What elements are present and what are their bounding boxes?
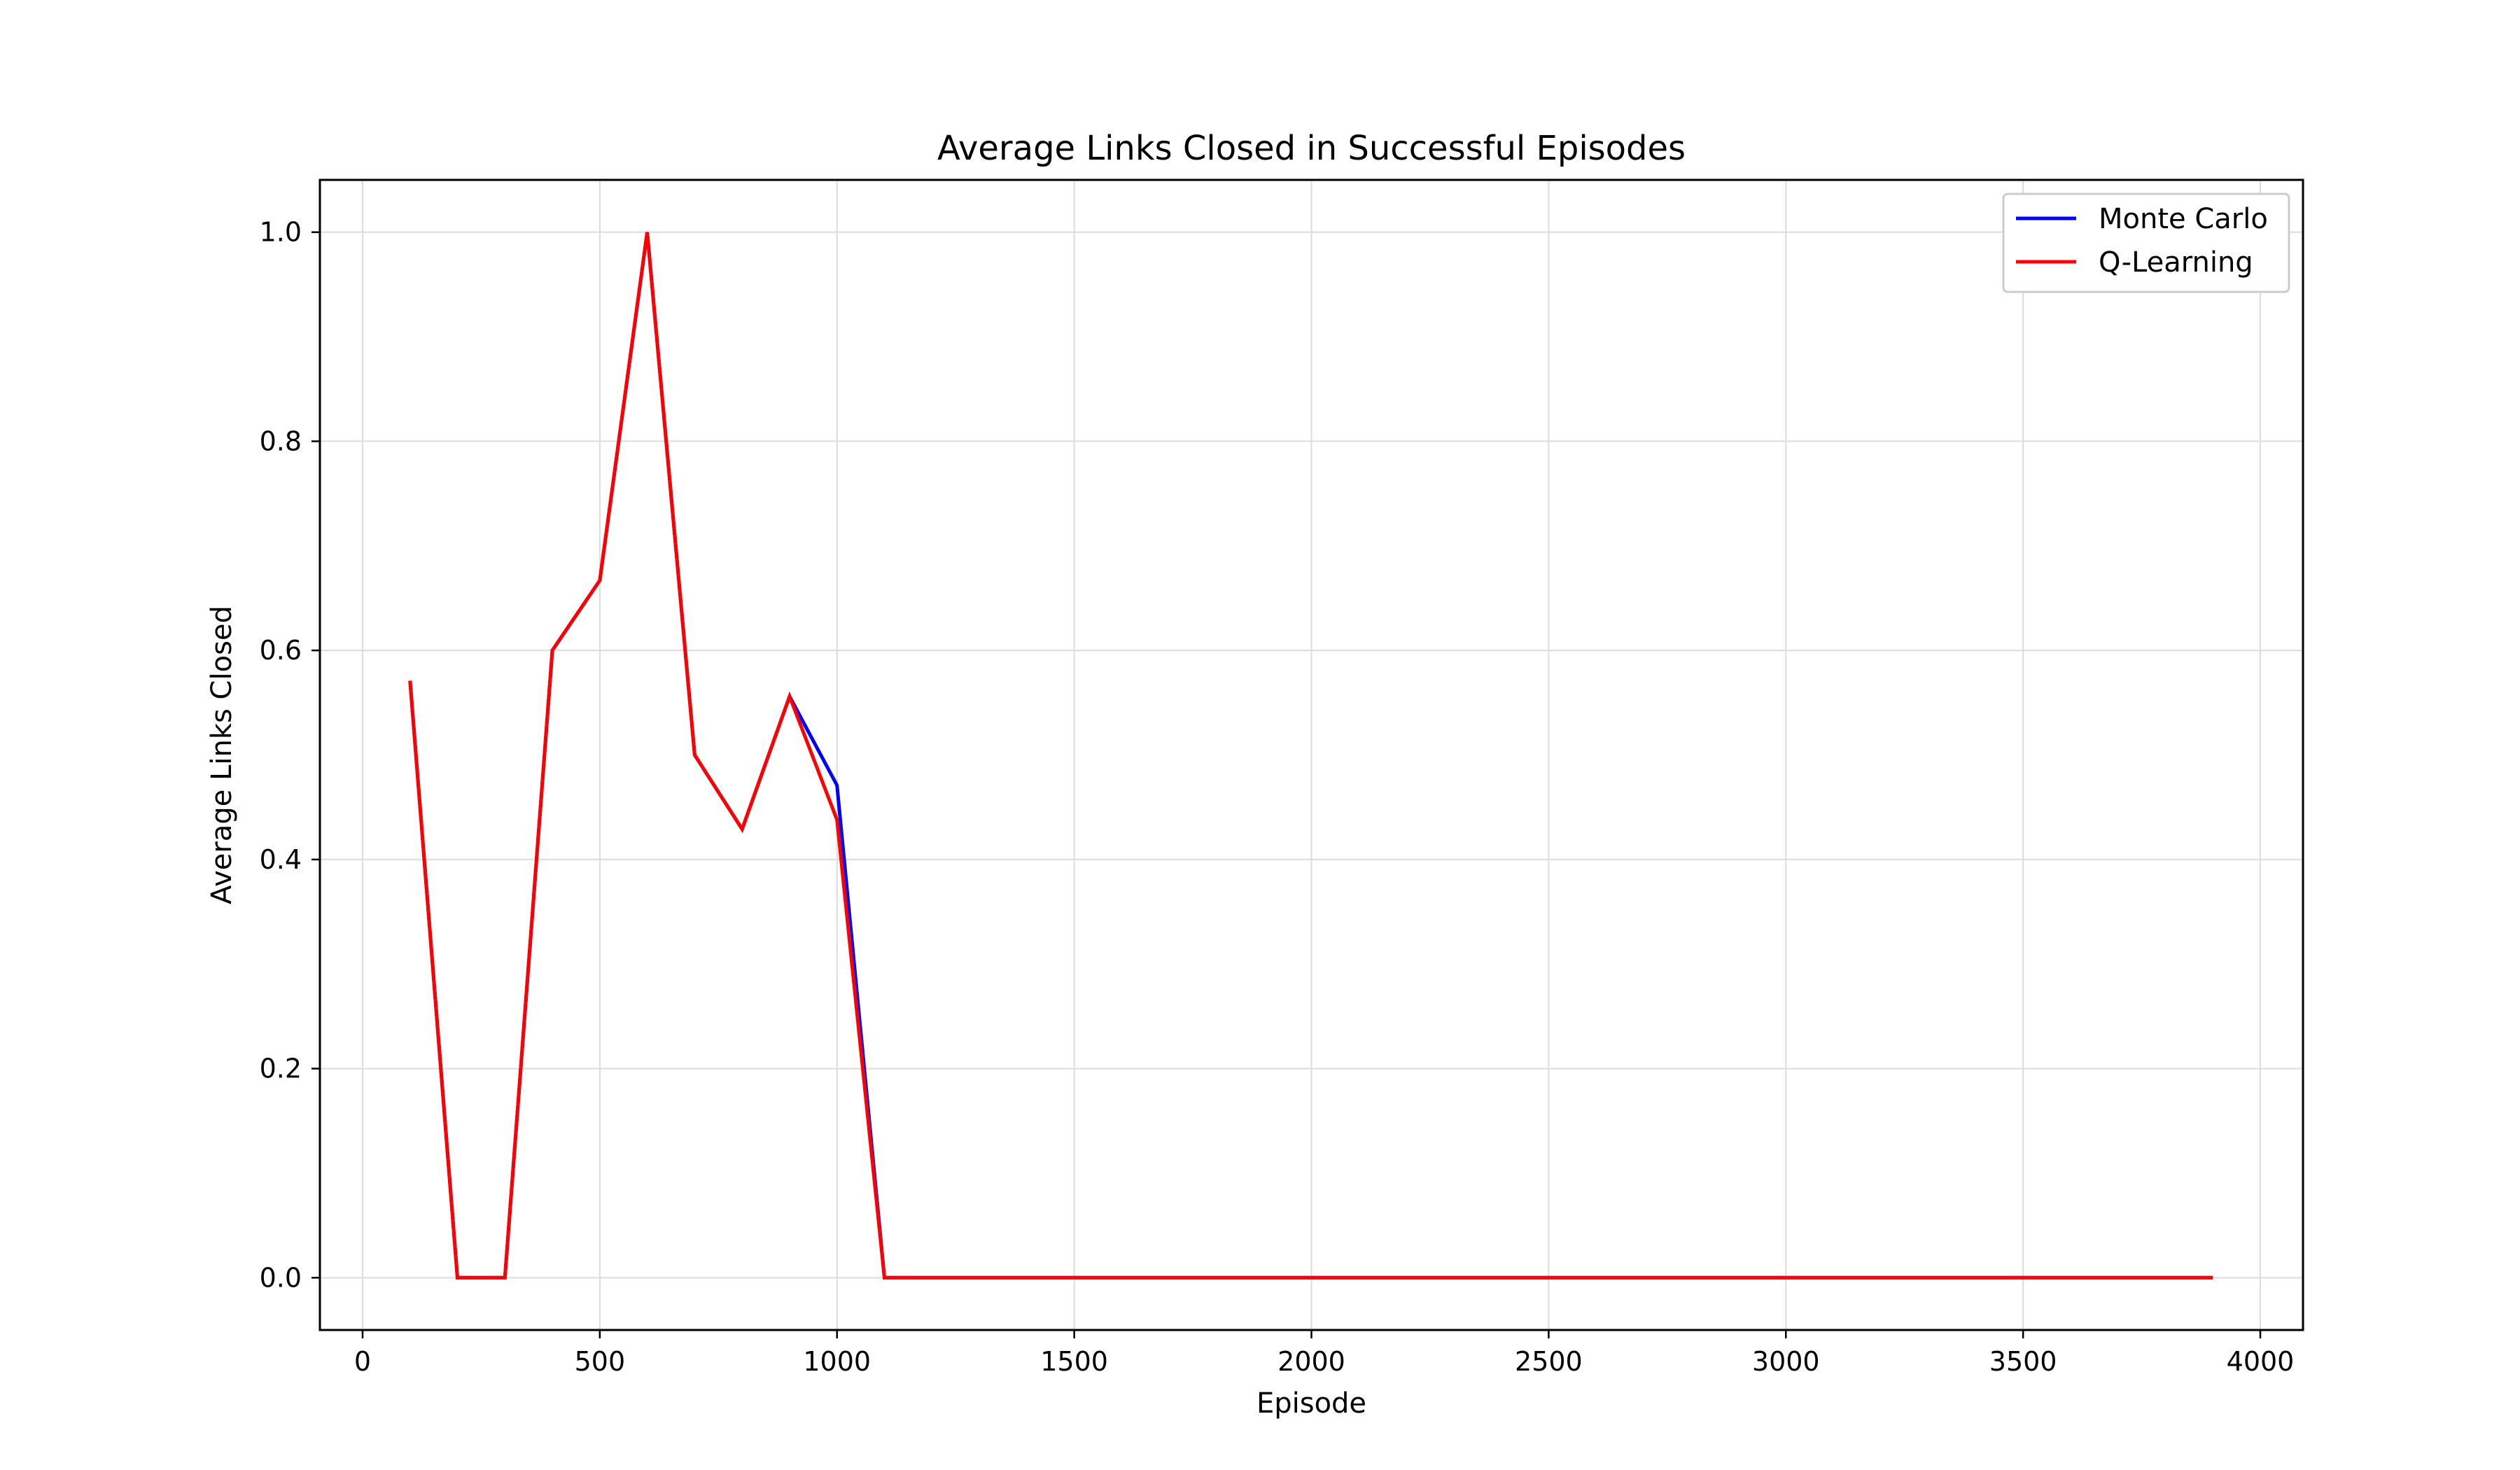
x-tick-label: 1500	[1040, 1346, 1108, 1377]
x-tick-label: 500	[575, 1346, 626, 1377]
series-line-q-learning	[408, 232, 2213, 1280]
x-tick-label: 3500	[1989, 1346, 2057, 1377]
y-axis-title: Average Links Closed	[206, 606, 238, 904]
x-tick-label: 0	[354, 1346, 371, 1377]
chart-title: Average Links Closed in Successful Episo…	[937, 129, 1686, 168]
y-tick-label: 1.0	[260, 217, 302, 248]
x-tick-label: 3000	[1752, 1346, 1820, 1377]
x-axis-title: Episode	[1256, 1387, 1366, 1420]
series-layer	[408, 232, 2213, 1280]
legend-label-monte-carlo: Monte Carlo	[2099, 203, 2268, 235]
x-tick-label: 4000	[2227, 1346, 2295, 1377]
y-tick-label: 0.8	[260, 426, 302, 456]
y-tick-label: 0.2	[260, 1054, 302, 1084]
y-axis: 0.0 0.2 0.4 0.6 0.8 1.0	[260, 217, 320, 1293]
x-tick-label: 2500	[1515, 1346, 1583, 1377]
x-axis: 0 500 1000 1500 2000 2500 3000 3500 4000	[354, 1330, 2294, 1377]
x-tick-label: 1000	[803, 1346, 871, 1377]
y-tick-label: 0.0	[260, 1262, 302, 1293]
y-tick-label: 0.6	[260, 635, 302, 666]
x-tick-label: 2000	[1278, 1346, 1345, 1377]
legend: Monte Carlo Q-Learning	[2002, 192, 2290, 293]
y-tick-label: 0.4	[260, 844, 302, 875]
legend-label-q-learning: Q-Learning	[2099, 246, 2253, 279]
